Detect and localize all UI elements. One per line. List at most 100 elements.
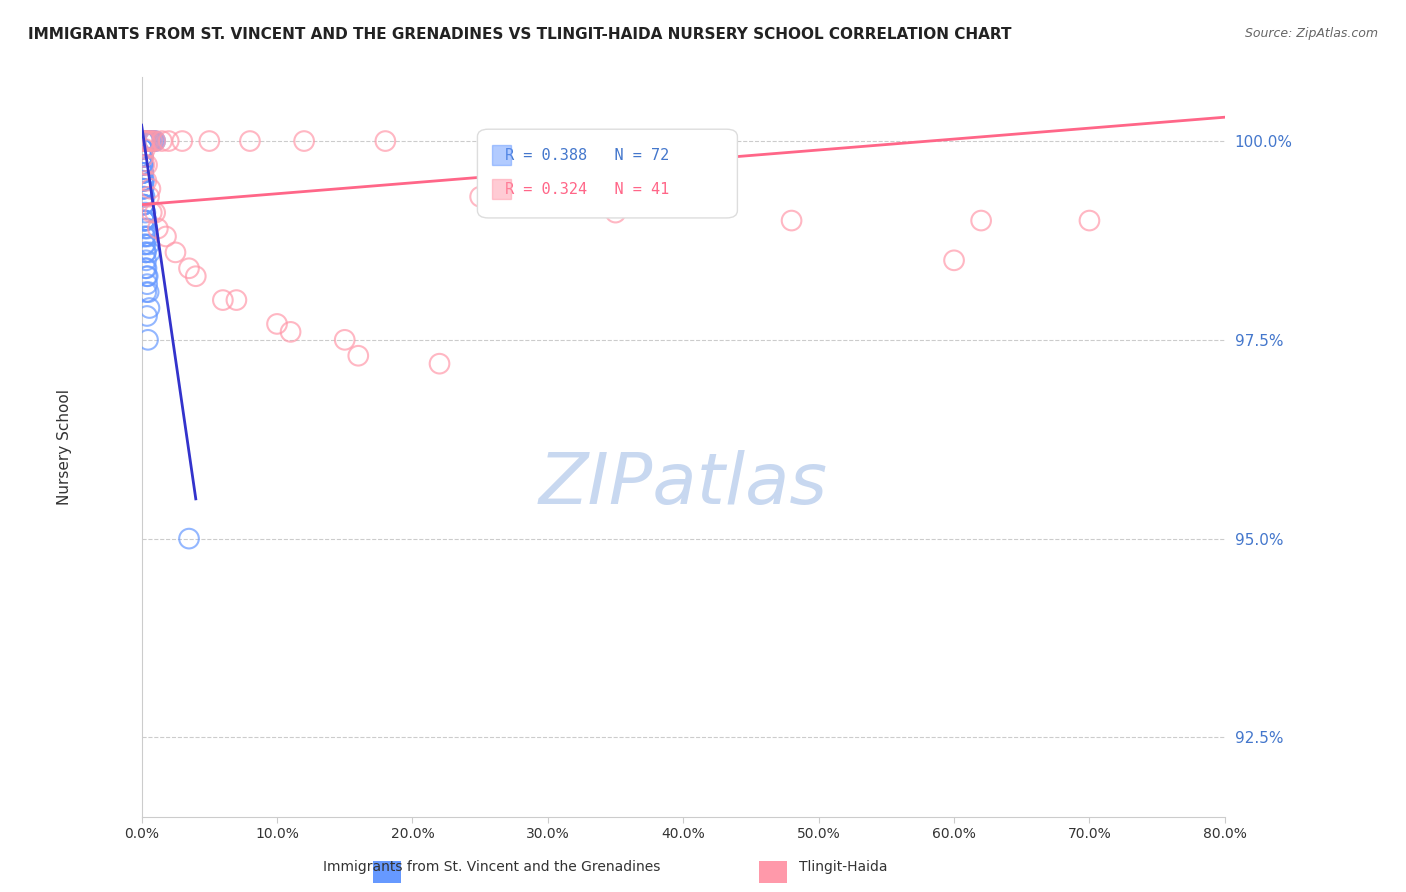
Point (292, 134, 315, 148)
Point (143, 205, 166, 219)
Point (131, 166, 153, 180)
Point (157, 134, 180, 148)
Point (141, 134, 163, 148)
Point (131, 150, 153, 164)
Point (136, 269, 159, 284)
Point (134, 221, 156, 235)
Point (134, 237, 156, 252)
Point (131, 158, 153, 172)
Point (132, 174, 155, 188)
Point (135, 245, 157, 260)
Point (780, 213, 803, 227)
Point (1078, 213, 1101, 227)
Point (131, 150, 153, 164)
Point (139, 182, 162, 196)
Point (131, 150, 153, 164)
Point (132, 197, 155, 211)
Point (134, 134, 156, 148)
Point (138, 285, 160, 299)
Point (132, 174, 155, 188)
Point (143, 134, 166, 148)
Point (131, 142, 153, 156)
Point (132, 182, 155, 196)
Point (132, 182, 155, 196)
Point (134, 229, 156, 244)
Point (333, 333, 356, 347)
Point (172, 134, 194, 148)
Point (136, 221, 159, 235)
Point (135, 269, 157, 284)
Point (132, 213, 155, 227)
Point (134, 190, 156, 204)
Point (970, 213, 993, 227)
Point (131, 142, 153, 156)
Point (135, 213, 157, 227)
Text: R = 0.324   N = 41: R = 0.324 N = 41 (505, 182, 669, 197)
Point (132, 134, 155, 148)
Point (177, 261, 200, 276)
Point (132, 150, 155, 164)
Point (177, 532, 200, 546)
Point (141, 134, 163, 148)
Point (135, 134, 157, 148)
Point (131, 150, 153, 164)
Point (136, 134, 159, 148)
Point (138, 237, 160, 252)
Point (134, 134, 156, 148)
Point (134, 261, 156, 276)
Point (132, 190, 155, 204)
Point (132, 182, 155, 196)
Point (142, 134, 165, 148)
Point (138, 301, 160, 315)
Point (135, 245, 157, 260)
FancyBboxPatch shape (492, 145, 510, 165)
Point (225, 293, 247, 307)
Point (374, 134, 396, 148)
Point (136, 134, 159, 148)
Point (139, 245, 162, 260)
Text: IMMIGRANTS FROM ST. VINCENT AND THE GRENADINES VS TLINGIT-HAIDA NURSERY SCHOOL C: IMMIGRANTS FROM ST. VINCENT AND THE GREN… (28, 27, 1012, 42)
Point (132, 197, 155, 211)
Point (131, 158, 153, 172)
Point (135, 261, 157, 276)
Text: Immigrants from St. Vincent and the Grenadines: Immigrants from St. Vincent and the Gren… (323, 860, 661, 874)
Point (136, 158, 159, 172)
Point (239, 134, 262, 148)
Point (136, 309, 159, 323)
Point (131, 150, 153, 164)
Point (150, 134, 173, 148)
Point (132, 197, 155, 211)
Point (468, 190, 491, 204)
Point (347, 349, 370, 363)
Point (141, 205, 163, 219)
Point (138, 190, 160, 204)
Point (134, 213, 156, 227)
Point (134, 158, 156, 172)
Point (132, 166, 155, 180)
Point (132, 174, 155, 188)
Point (132, 134, 155, 148)
Text: R = 0.388   N = 72: R = 0.388 N = 72 (505, 147, 669, 162)
Point (135, 134, 157, 148)
Point (212, 293, 235, 307)
Point (266, 317, 288, 331)
Point (139, 134, 162, 148)
Point (135, 174, 157, 188)
Point (134, 213, 156, 227)
Point (134, 205, 156, 219)
Point (136, 277, 159, 292)
Point (143, 134, 166, 148)
Point (184, 269, 207, 284)
Point (146, 221, 169, 235)
Point (135, 285, 157, 299)
Point (136, 229, 159, 244)
Point (132, 174, 155, 188)
Point (136, 333, 159, 347)
Point (943, 253, 966, 268)
Point (280, 325, 302, 339)
Point (155, 229, 177, 244)
Point (139, 134, 162, 148)
Point (135, 253, 157, 268)
Point (134, 229, 156, 244)
Point (165, 245, 187, 260)
